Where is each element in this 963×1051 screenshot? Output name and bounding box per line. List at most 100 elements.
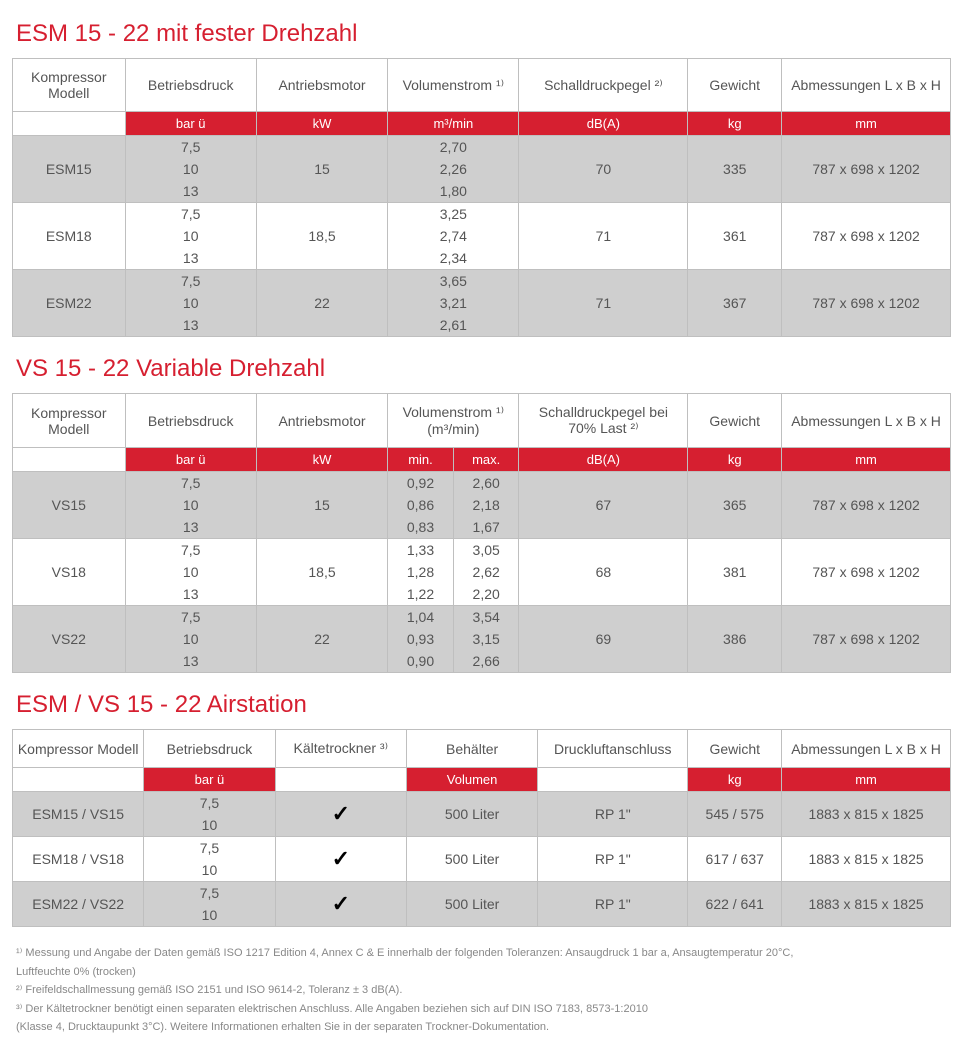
unit-header: Volumen bbox=[406, 768, 537, 792]
weight-cell: 365 bbox=[688, 472, 782, 539]
column-header: Kompressor Modell bbox=[13, 394, 126, 448]
footnote-1b: Luftfeuchte 0% (trocken) bbox=[16, 964, 947, 981]
column-header: Abmessungen L x B x H bbox=[782, 59, 951, 112]
unit-header: mm bbox=[782, 112, 951, 136]
dryer-cell: ✓ bbox=[275, 882, 406, 927]
unit-header: kW bbox=[256, 448, 387, 472]
model-cell: ESM22 bbox=[13, 270, 126, 337]
unit-header: bar ü bbox=[144, 768, 275, 792]
unit-header: kg bbox=[688, 768, 782, 792]
dims-cell: 787 x 698 x 1202 bbox=[782, 606, 951, 673]
motor-cell: 15 bbox=[256, 472, 387, 539]
column-header: Antriebsmotor bbox=[256, 59, 387, 112]
table-row: VS187,5101318,51,331,281,223,052,622,206… bbox=[13, 539, 951, 606]
unit-header: bar ü bbox=[125, 448, 256, 472]
tank-cell: 500 Liter bbox=[406, 792, 537, 837]
footnotes: ¹⁾ Messung und Angabe der Daten gemäß IS… bbox=[12, 945, 951, 1036]
triple-value-cell: 3,052,622,20 bbox=[453, 539, 519, 606]
unit-header: m³/min bbox=[388, 112, 519, 136]
triple-value-cell: 3,252,742,34 bbox=[388, 203, 519, 270]
table-row: ESM187,5101318,53,252,742,3471361787 x 6… bbox=[13, 203, 951, 270]
dryer-cell: ✓ bbox=[275, 837, 406, 882]
column-header: Abmessungen L x B x H bbox=[782, 394, 951, 448]
unit-header: dB(A) bbox=[519, 112, 688, 136]
triple-value-cell: 2,602,181,67 bbox=[453, 472, 519, 539]
table-row: VS157,51013150,920,860,832,602,181,67673… bbox=[13, 472, 951, 539]
triple-value-cell: 7,51013 bbox=[125, 270, 256, 337]
dims-cell: 787 x 698 x 1202 bbox=[782, 270, 951, 337]
triple-value-cell: 7,51013 bbox=[125, 539, 256, 606]
column-header: Betriebsdruck bbox=[125, 59, 256, 112]
unit-header: max. bbox=[453, 448, 519, 472]
table2-title: VS 15 - 22 Variable Drehzahl bbox=[16, 355, 951, 383]
triple-value-cell: 7,51013 bbox=[125, 136, 256, 203]
model-cell: VS15 bbox=[13, 472, 126, 539]
motor-cell: 22 bbox=[256, 270, 387, 337]
table-row: ESM157,51013152,702,261,8070335787 x 698… bbox=[13, 136, 951, 203]
dims-cell: 787 x 698 x 1202 bbox=[782, 203, 951, 270]
unit-header: mm bbox=[782, 768, 951, 792]
unit-header: kg bbox=[688, 112, 782, 136]
triple-value-cell: 1,040,930,90 bbox=[388, 606, 454, 673]
table1: Kompressor ModellBetriebsdruckAntriebsmo… bbox=[12, 58, 951, 337]
motor-cell: 18,5 bbox=[256, 203, 387, 270]
footnote-2: ²⁾ Freifeldschallmessung gemäß ISO 2151 … bbox=[16, 982, 947, 999]
table3: Kompressor ModellBetriebsdruckKältetrock… bbox=[12, 729, 951, 927]
table3-title: ESM / VS 15 - 22 Airstation bbox=[16, 691, 951, 719]
weight-cell: 381 bbox=[688, 539, 782, 606]
unit-header: bar ü bbox=[125, 112, 256, 136]
weight-cell: 367 bbox=[688, 270, 782, 337]
dims-cell: 1883 x 815 x 1825 bbox=[782, 837, 951, 882]
motor-cell: 18,5 bbox=[256, 539, 387, 606]
column-header: Volumenstrom ¹⁾ bbox=[388, 59, 519, 112]
tank-cell: 500 Liter bbox=[406, 837, 537, 882]
dims-cell: 787 x 698 x 1202 bbox=[782, 136, 951, 203]
triple-value-cell: 1,331,281,22 bbox=[388, 539, 454, 606]
table-row: ESM18 / VS187,510✓500 LiterRP 1"617 / 63… bbox=[13, 837, 951, 882]
model-cell: VS22 bbox=[13, 606, 126, 673]
triple-value-cell: 3,653,212,61 bbox=[388, 270, 519, 337]
unit-header: kW bbox=[256, 112, 387, 136]
check-icon: ✓ bbox=[332, 891, 350, 916]
triple-value-cell: 7,51013 bbox=[125, 472, 256, 539]
column-header: Betriebsdruck bbox=[125, 394, 256, 448]
weight-cell: 386 bbox=[688, 606, 782, 673]
dryer-cell: ✓ bbox=[275, 792, 406, 837]
weight-cell: 361 bbox=[688, 203, 782, 270]
noise-cell: 71 bbox=[519, 270, 688, 337]
triple-value-cell: 3,543,152,66 bbox=[453, 606, 519, 673]
unit-header: dB(A) bbox=[519, 448, 688, 472]
table1-title: ESM 15 - 22 mit fester Drehzahl bbox=[16, 20, 951, 48]
table-row: VS227,51013221,040,930,903,543,152,66693… bbox=[13, 606, 951, 673]
weight-cell: 617 / 637 bbox=[688, 837, 782, 882]
table-row: ESM22 / VS227,510✓500 LiterRP 1"622 / 64… bbox=[13, 882, 951, 927]
column-header: Volumenstrom ¹⁾ (m³/min) bbox=[388, 394, 519, 448]
triple-value-cell: 7,51013 bbox=[125, 606, 256, 673]
dims-cell: 1883 x 815 x 1825 bbox=[782, 792, 951, 837]
unit-header bbox=[538, 768, 688, 792]
column-header: Schalldruckpegel bei 70% Last ²⁾ bbox=[519, 394, 688, 448]
table-row: ESM227,51013223,653,212,6171367787 x 698… bbox=[13, 270, 951, 337]
motor-cell: 22 bbox=[256, 606, 387, 673]
noise-cell: 67 bbox=[519, 472, 688, 539]
weight-cell: 622 / 641 bbox=[688, 882, 782, 927]
model-cell: ESM18 / VS18 bbox=[13, 837, 144, 882]
unit-header bbox=[13, 112, 126, 136]
conn-cell: RP 1" bbox=[538, 837, 688, 882]
tank-cell: 500 Liter bbox=[406, 882, 537, 927]
column-header: Gewicht bbox=[688, 59, 782, 112]
dims-cell: 787 x 698 x 1202 bbox=[782, 539, 951, 606]
column-header: Gewicht bbox=[688, 394, 782, 448]
conn-cell: RP 1" bbox=[538, 882, 688, 927]
double-value-cell: 7,510 bbox=[144, 792, 275, 837]
column-header: Kompressor Modell bbox=[13, 59, 126, 112]
dims-cell: 787 x 698 x 1202 bbox=[782, 472, 951, 539]
unit-header bbox=[275, 768, 406, 792]
weight-cell: 335 bbox=[688, 136, 782, 203]
table2: Kompressor ModellBetriebsdruckAntriebsmo… bbox=[12, 393, 951, 673]
model-cell: ESM22 / VS22 bbox=[13, 882, 144, 927]
model-cell: ESM18 bbox=[13, 203, 126, 270]
column-header: Antriebsmotor bbox=[256, 394, 387, 448]
footnote-3b: (Klasse 4, Drucktaupunkt 3°C). Weitere I… bbox=[16, 1019, 947, 1036]
column-header: Behälter bbox=[406, 730, 537, 768]
